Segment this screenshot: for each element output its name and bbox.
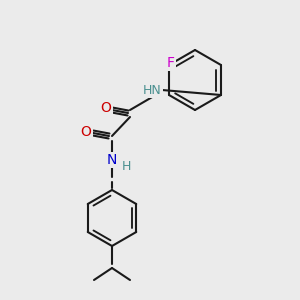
Text: H: H bbox=[121, 160, 131, 172]
Text: HN: HN bbox=[142, 83, 161, 97]
Text: O: O bbox=[100, 101, 111, 115]
Text: F: F bbox=[167, 56, 175, 70]
Text: O: O bbox=[81, 125, 92, 139]
Text: N: N bbox=[107, 153, 117, 167]
